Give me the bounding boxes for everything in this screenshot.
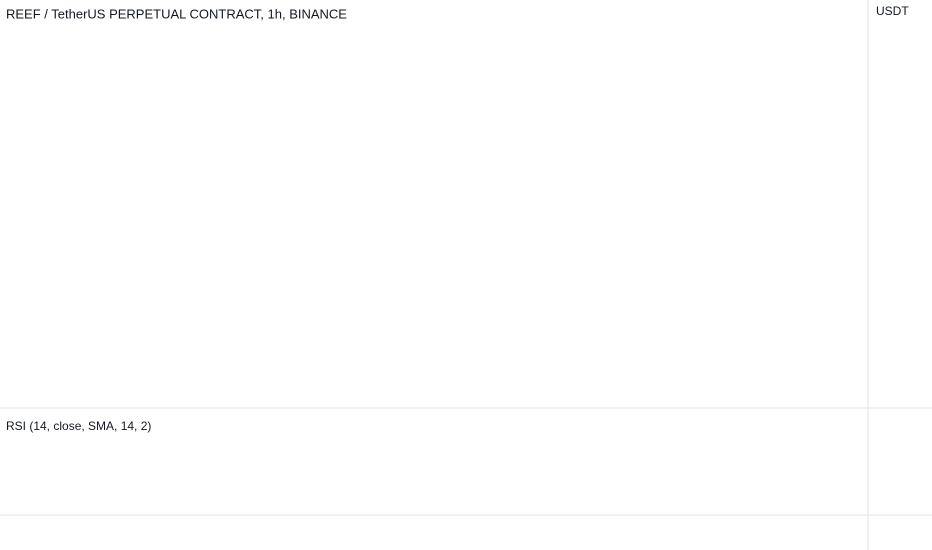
chart-title: REEF / TetherUS PERPETUAL CONTRACT, 1h, …: [6, 6, 347, 21]
rsi-title: RSI (14, close, SMA, 14, 2): [6, 419, 151, 433]
y-axis-label: USDT: [876, 4, 909, 18]
